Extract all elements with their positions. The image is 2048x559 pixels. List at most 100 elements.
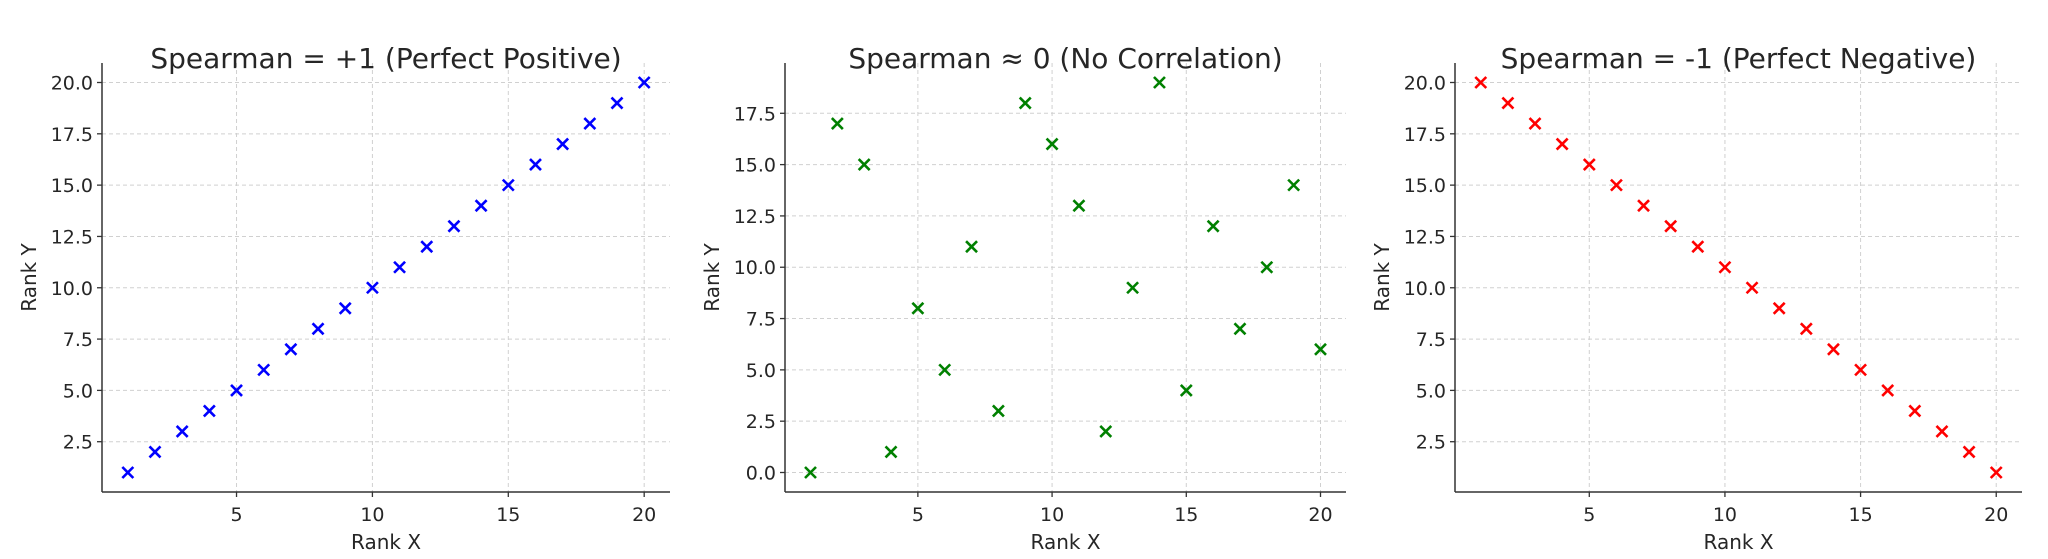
x-axis-label: Rank X bbox=[1030, 530, 1100, 554]
y-tick-label: 17.5 bbox=[734, 103, 776, 125]
data-point bbox=[501, 178, 515, 192]
x-axis-label: Rank X bbox=[351, 530, 421, 554]
data-point bbox=[1528, 117, 1542, 130]
data-point bbox=[1501, 96, 1515, 110]
data-point bbox=[1474, 76, 1488, 89]
y-tick-label: 7.5 bbox=[746, 309, 776, 331]
x-tick-label: 15 bbox=[496, 504, 520, 526]
data-point bbox=[1908, 404, 1922, 418]
x-marker-stroke bbox=[1072, 199, 1086, 213]
x-marker-stroke bbox=[1745, 281, 1759, 295]
x-marker-stroke bbox=[1528, 117, 1542, 130]
x-marker-stroke bbox=[202, 404, 216, 418]
data-point bbox=[830, 117, 844, 130]
x-marker-stroke bbox=[501, 178, 515, 192]
x-marker-stroke bbox=[393, 260, 407, 274]
x-marker-stroke bbox=[991, 404, 1005, 418]
y-tick-label: 10.0 bbox=[1404, 278, 1446, 300]
y-tick-label: 0.0 bbox=[746, 463, 776, 485]
x-tick-label: 10 bbox=[1040, 504, 1064, 526]
data-point bbox=[1881, 383, 1895, 397]
x-marker-stroke bbox=[365, 281, 379, 295]
y-tick-label: 12.5 bbox=[51, 226, 93, 248]
chart-title: Spearman = -1 (Perfect Negative) bbox=[1501, 42, 1977, 75]
data-point bbox=[338, 301, 352, 315]
x-marker-stroke bbox=[804, 466, 817, 479]
y-tick-label: 2.5 bbox=[1416, 432, 1446, 454]
x-marker-stroke bbox=[148, 445, 162, 459]
data-point bbox=[447, 219, 461, 233]
x-tick-label: 5 bbox=[912, 504, 924, 526]
data-point bbox=[1582, 158, 1596, 172]
y-tick-label: 5.0 bbox=[63, 380, 93, 402]
x-marker-stroke bbox=[1854, 363, 1868, 377]
data-point bbox=[148, 445, 162, 459]
data-point bbox=[938, 363, 952, 377]
y-tick-label: 7.5 bbox=[63, 329, 93, 351]
data-point bbox=[1233, 322, 1247, 336]
data-point bbox=[1854, 363, 1868, 377]
x-tick-label: 15 bbox=[1848, 504, 1872, 526]
x-marker-stroke bbox=[1881, 383, 1895, 397]
x-marker-stroke bbox=[1989, 466, 2003, 479]
x-marker-stroke bbox=[1664, 219, 1678, 233]
data-point bbox=[202, 404, 216, 418]
data-point bbox=[175, 425, 189, 438]
y-tick-label: 5.0 bbox=[1416, 380, 1446, 402]
x-marker-stroke bbox=[1962, 445, 1976, 459]
x-axis-label: Rank X bbox=[1703, 530, 1773, 554]
data-point bbox=[1935, 425, 1949, 438]
x-marker-stroke bbox=[1691, 240, 1705, 254]
x-marker-stroke bbox=[1718, 260, 1732, 274]
x-marker-stroke bbox=[1555, 137, 1569, 151]
data-point bbox=[1718, 260, 1732, 274]
x-marker-stroke bbox=[257, 363, 271, 377]
data-point bbox=[1691, 240, 1705, 254]
x-tick-label: 5 bbox=[1583, 504, 1595, 526]
data-point bbox=[884, 445, 898, 459]
data-point bbox=[474, 199, 488, 213]
data-point bbox=[284, 342, 298, 356]
chart-2: 5 10 15 20 0.0 2.5 5.0 7.5 10.0 12.5 15.0 17.5 Rank … bbox=[700, 42, 1346, 554]
x-tick-label: 20 bbox=[1308, 504, 1332, 526]
y-tick-label: 2.5 bbox=[63, 432, 93, 454]
x-marker-stroke bbox=[1609, 178, 1623, 192]
y-tick-label: 20.0 bbox=[51, 73, 93, 95]
data-point bbox=[420, 240, 434, 254]
data-point bbox=[1745, 281, 1759, 295]
data-point bbox=[1314, 342, 1327, 356]
x-tick-label: 10 bbox=[1713, 504, 1737, 526]
data-point bbox=[1126, 281, 1140, 295]
data-point bbox=[1962, 445, 1976, 459]
y-tick-label: 17.5 bbox=[1404, 124, 1446, 146]
data-point bbox=[637, 76, 651, 89]
data-point bbox=[1179, 383, 1193, 397]
y-tick-label: 10.0 bbox=[51, 278, 93, 300]
x-tick-label: 20 bbox=[632, 504, 656, 526]
y-tick-label: 5.0 bbox=[746, 360, 776, 382]
x-marker-stroke bbox=[830, 117, 844, 130]
x-marker-stroke bbox=[284, 342, 298, 356]
data-point bbox=[1827, 342, 1840, 356]
data-point bbox=[365, 281, 379, 295]
x-marker-stroke bbox=[884, 445, 898, 459]
data-point bbox=[804, 466, 817, 479]
x-marker-stroke bbox=[1153, 76, 1166, 89]
data-point bbox=[1018, 96, 1032, 110]
x-marker-stroke bbox=[583, 117, 597, 130]
x-marker-stroke bbox=[1935, 425, 1949, 438]
data-point bbox=[1260, 260, 1274, 274]
data-point bbox=[1637, 199, 1650, 213]
x-tick-label: 5 bbox=[230, 504, 242, 526]
data-point bbox=[393, 260, 407, 274]
x-marker-stroke bbox=[938, 363, 952, 377]
chart-title: Spearman = +1 (Perfect Positive) bbox=[150, 42, 621, 75]
y-tick-label: 15.0 bbox=[734, 155, 776, 177]
data-point bbox=[311, 322, 325, 336]
x-marker-stroke bbox=[1501, 96, 1515, 110]
data-point bbox=[230, 383, 243, 397]
y-tick-label: 12.5 bbox=[1404, 226, 1446, 248]
y-tick-label: 2.5 bbox=[746, 411, 776, 433]
data-point bbox=[1206, 219, 1220, 233]
y-tick-label: 17.5 bbox=[51, 124, 93, 146]
